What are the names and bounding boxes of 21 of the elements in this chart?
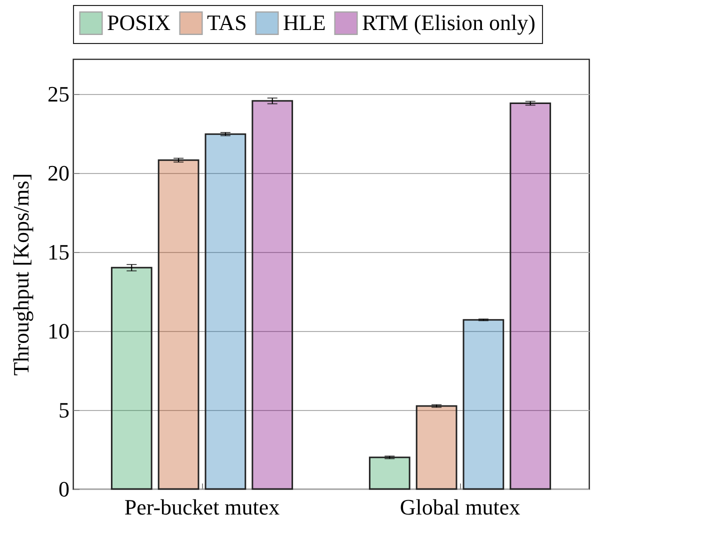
y-tick-label: 20 [48,160,70,186]
y-axis-title: Throughput [Kops/ms] [8,173,34,376]
bar [368,456,410,490]
y-tick-label: 10 [48,318,70,344]
bar [416,405,458,490]
legend-label: POSIX [107,10,171,36]
y-tick-label: 0 [58,476,70,502]
bar [204,133,246,490]
bar [510,102,552,490]
y-tick-label: 15 [48,239,70,264]
bar [252,100,294,490]
bar [110,266,152,490]
y-tick-label: 25 [48,81,70,106]
legend-label: TAS [207,10,247,36]
y-tick-label: 5 [58,397,70,422]
legend-label: RTM (Elision only) [362,10,536,36]
bar [462,319,504,490]
x-tick-label: Per-bucket mutex [124,494,280,520]
bar [158,159,200,490]
x-tick-label: Global mutex [400,494,520,520]
legend-label: HLE [283,10,326,36]
